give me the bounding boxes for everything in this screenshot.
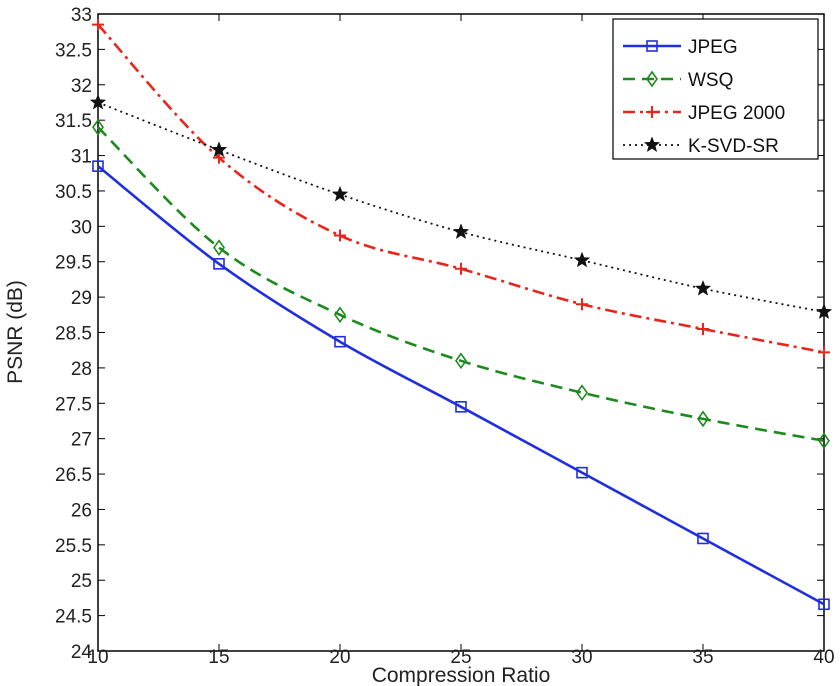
data-point [92,18,104,31]
data-point [646,40,658,52]
legend-label: JPEG [688,37,738,58]
data-point [646,106,658,118]
series-jpeg [92,160,830,611]
data-point [89,93,107,110]
data-point [576,384,588,402]
y-tick-label: 30 [71,217,92,238]
data-point [646,70,658,88]
series-line [97,23,825,354]
data-point [210,141,228,157]
y-tick-label: 32 [71,76,92,97]
x-tick-label: 10 [87,647,108,668]
data-point [334,335,346,348]
legend-label: WSQ [688,70,733,91]
y-axis-label: PSNR (dB) [4,280,27,384]
data-point [818,598,830,611]
series-line [97,126,825,443]
data-point [334,306,346,324]
x-tick-label: 20 [329,647,350,668]
data-point [818,346,830,359]
legend-entry: JPEG [623,37,738,58]
y-tick-label: 24.5 [55,607,92,628]
y-tick-label: 28.5 [55,324,92,345]
y-tick-label: 33 [71,5,92,26]
data-point [455,262,467,275]
y-tick-label: 29.5 [55,253,92,274]
x-tick-label: 15 [208,647,229,668]
y-tick-label: 26 [71,500,92,521]
series-k-svd-sr [89,93,833,320]
y-tick-label: 30.5 [55,182,92,203]
y-tick-label: 27 [71,430,92,451]
data-point [213,151,225,164]
y-tick-label: 32.5 [55,40,92,61]
legend-entry: K-SVD-SR [623,136,779,157]
legend: JPEG WSQ JPEG 2000 K-SVD-SR [612,18,819,160]
data-point [818,432,830,450]
y-tick-label: 25.5 [55,536,92,557]
y-tick-label: 27.5 [55,394,92,415]
legend-label: JPEG 2000 [688,103,785,124]
legend-label: K-SVD-SR [688,136,779,157]
x-tick-label: 25 [450,647,471,668]
data-point [697,532,709,545]
data-point [334,229,346,242]
x-tick-label: 40 [813,647,834,668]
data-point [213,258,225,270]
data-point [455,401,467,413]
y-tick-label: 24 [71,642,93,663]
y-tick-label: 26.5 [55,465,92,486]
data-point [331,185,349,202]
legend-entry: JPEG 2000 [623,103,785,124]
series-line [97,165,825,606]
y-tick-label: 28 [71,359,92,380]
legend-entry: WSQ [623,70,733,91]
data-point [455,352,467,370]
x-tick-label: 35 [692,647,713,668]
series-layer [89,18,833,611]
y-tick-label: 31.5 [55,111,92,132]
y-axis-ticks: 24 24.5 25 25.5 26 26.5 27 27.5 28 28.5 29 29.5 30 30… [55,5,824,663]
y-tick-label: 29 [71,288,92,309]
x-axis-label: Compression Ratio [372,664,551,686]
series-jpeg-2000 [92,18,830,359]
data-point [573,251,591,268]
x-axis-ticks: 10 15 20 25 30 35 40 [87,14,835,668]
x-tick-label: 30 [571,647,592,668]
data-point [92,160,104,172]
data-point [694,279,712,296]
data-point [815,303,833,320]
data-point [213,239,225,256]
series-wsq [92,118,830,450]
data-point [452,223,470,240]
y-tick-label: 25 [71,571,92,592]
data-point [697,410,709,428]
data-point [697,322,709,335]
data-point [576,298,588,311]
data-point [92,118,104,136]
data-point [576,466,588,479]
data-point [643,136,661,153]
y-tick-label: 31 [71,147,92,168]
